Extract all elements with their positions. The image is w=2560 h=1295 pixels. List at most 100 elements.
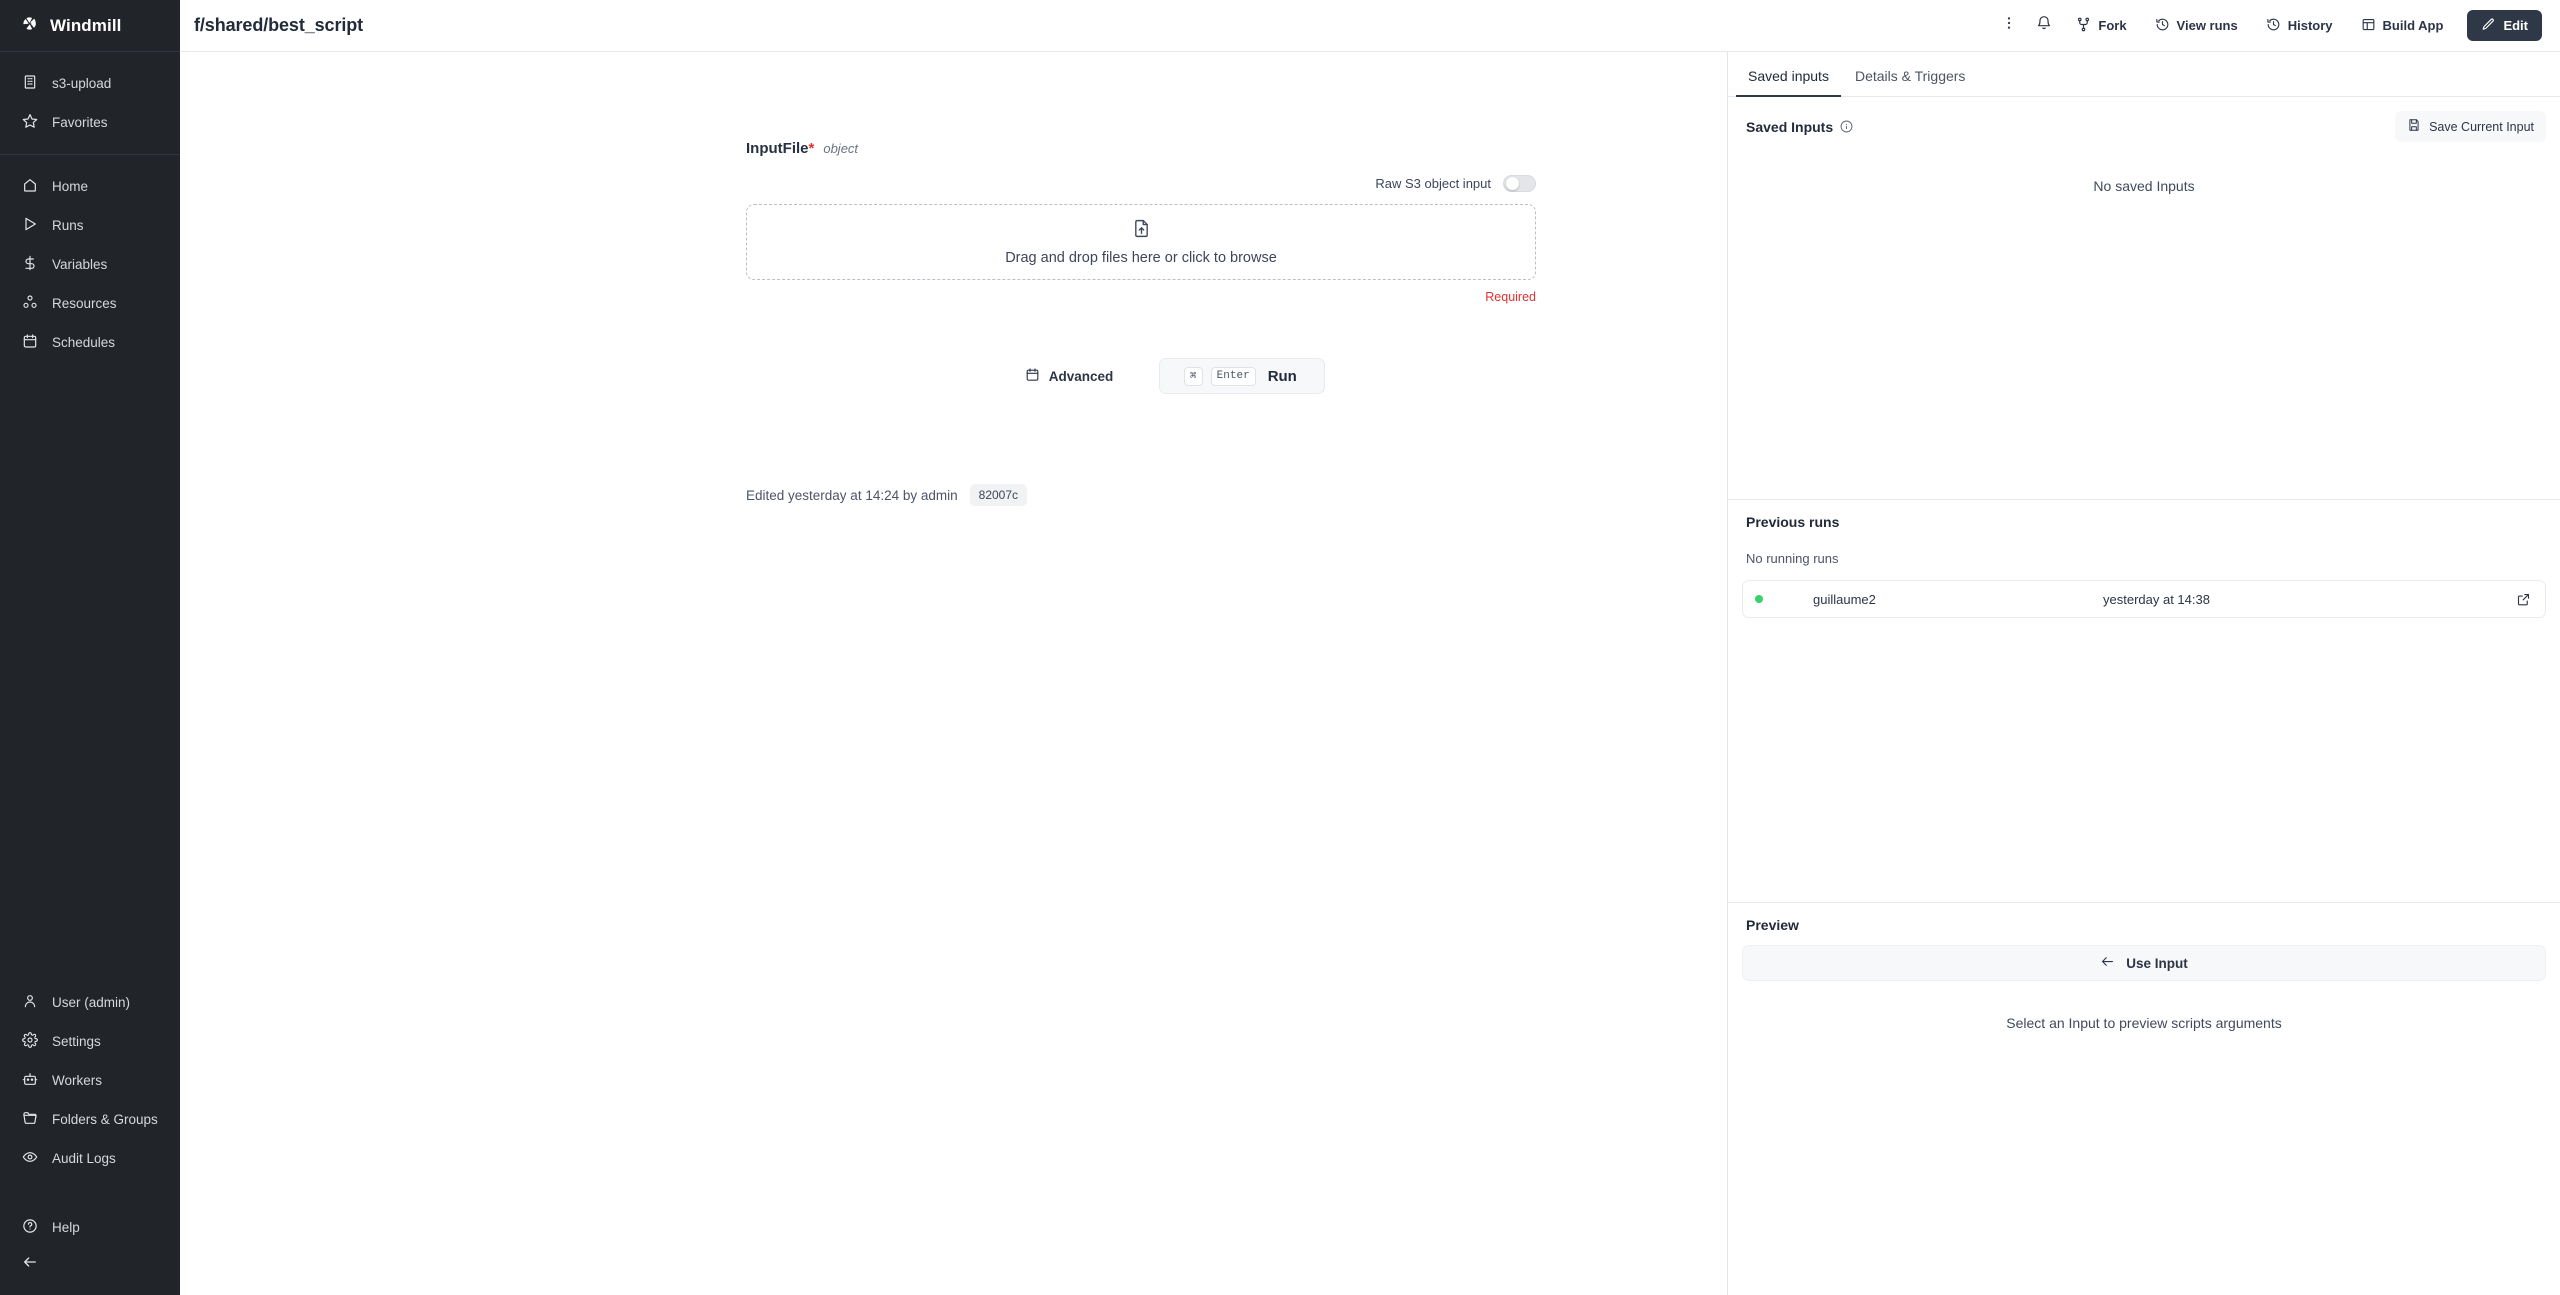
build-app-button[interactable]: Build App	[2349, 10, 2456, 41]
edit-button[interactable]: Edit	[2467, 10, 2542, 41]
arrow-left-icon	[22, 1254, 38, 1275]
sidebar-item-user[interactable]: User (admin)	[0, 983, 180, 1022]
calendar-icon	[1025, 367, 1040, 385]
sidebar-item-workers[interactable]: Workers	[0, 1061, 180, 1100]
sidebar-item-label: Home	[52, 179, 89, 194]
sidebar-group-nav: Home Runs Variables	[0, 155, 180, 374]
edited-info: Edited yesterday at 14:24 by admin 82007…	[746, 484, 1536, 506]
field-header: InputFile* object	[746, 140, 1536, 157]
saved-inputs-header: Saved Inputs	[1738, 111, 2550, 142]
fork-button[interactable]: Fork	[2064, 10, 2138, 41]
history-button[interactable]: History	[2254, 10, 2345, 41]
dropzone-label: Drag and drop files here or click to bro…	[1005, 250, 1277, 266]
sidebar-item-label: Help	[52, 1220, 80, 1235]
sidebar-item-variables[interactable]: Variables	[0, 245, 180, 284]
brand-logo[interactable]: Windmill	[0, 0, 180, 52]
run-button[interactable]: ⌘ Enter Run	[1159, 358, 1326, 394]
file-dropzone[interactable]: Drag and drop files here or click to bro…	[746, 204, 1536, 280]
file-upload-icon	[1131, 218, 1152, 244]
sidebar-item-label: Schedules	[52, 335, 116, 350]
notifications-button[interactable]	[2028, 11, 2060, 41]
script-hash-badge[interactable]: 82007c	[969, 484, 1028, 506]
script-args-form: InputFile* object Raw S3 object input	[746, 52, 1536, 506]
layout-icon	[2361, 17, 2376, 35]
topbar: f/shared/best_script	[180, 0, 2560, 52]
content-area: InputFile* object Raw S3 object input	[180, 52, 1727, 1295]
info-icon[interactable]	[1840, 120, 1853, 133]
sidebar-item-schedules[interactable]: Schedules	[0, 323, 180, 362]
sidebar-item-label: Workers	[52, 1073, 103, 1088]
topbar-actions: Fork View runs H	[1994, 10, 2542, 41]
external-link-icon[interactable]	[2516, 592, 2531, 607]
save-icon	[2407, 118, 2421, 135]
sidebar-item-label: Audit Logs	[52, 1151, 116, 1166]
advanced-button[interactable]: Advanced	[1017, 361, 1122, 391]
sidebar-collapse-button[interactable]	[0, 1247, 180, 1281]
building-icon	[22, 74, 38, 93]
kbd-enter: Enter	[1210, 366, 1256, 386]
edited-text: Edited yesterday at 14:24 by admin	[746, 487, 958, 503]
previous-run-row[interactable]: guillaume2 yesterday at 14:38	[1742, 580, 2546, 618]
body-split: InputFile* object Raw S3 object input	[180, 52, 2560, 1295]
sidebar-item-help[interactable]: Help	[0, 1208, 180, 1247]
windmill-logo-icon	[20, 14, 39, 38]
previous-runs-title: Previous runs	[1746, 514, 1840, 530]
play-icon	[22, 216, 38, 235]
sidebar-group-workspace: s3-upload Favorites	[0, 52, 180, 155]
tab-saved-inputs[interactable]: Saved inputs	[1736, 68, 1841, 97]
history-icon	[2266, 17, 2281, 35]
history-icon	[2155, 17, 2170, 35]
sidebar-item-favorites[interactable]: Favorites	[0, 103, 180, 142]
home-icon	[22, 177, 38, 196]
user-icon	[22, 993, 38, 1012]
tab-details-triggers[interactable]: Details & Triggers	[1854, 68, 1966, 84]
preview-empty-message: Select an Input to preview scripts argum…	[2006, 1015, 2282, 1031]
arrow-left-icon	[2100, 954, 2115, 972]
preview-section: Preview Use Input Select an Input to pre…	[1728, 903, 2560, 1295]
main-column: f/shared/best_script	[180, 0, 2560, 1295]
run-user: guillaume2	[1813, 591, 1876, 607]
sidebar-item-settings[interactable]: Settings	[0, 1022, 180, 1061]
saved-inputs-section: Saved Inputs	[1728, 97, 2560, 500]
sidebar-spacer	[0, 374, 180, 971]
build-app-button-label: Build App	[2382, 18, 2444, 33]
save-current-input-button[interactable]: Save Current Input	[2395, 111, 2546, 142]
sidebar-group-admin: User (admin) Settings Wo	[0, 971, 180, 1190]
more-options-button[interactable]	[1994, 11, 2024, 41]
raw-s3-toggle-label: Raw S3 object input	[1375, 176, 1491, 191]
edit-button-label: Edit	[2503, 18, 2528, 33]
sidebar-item-label: Settings	[52, 1034, 101, 1049]
folder-icon	[22, 1110, 38, 1129]
more-vertical-icon	[2001, 15, 2017, 36]
fork-icon	[2076, 17, 2091, 35]
required-star: *	[808, 140, 815, 157]
sidebar-item-s3-upload[interactable]: s3-upload	[0, 64, 180, 103]
raw-s3-toggle-row: Raw S3 object input	[746, 175, 1536, 192]
sidebar-group-bottom: Help	[0, 1190, 180, 1295]
sidebar: Windmill s3-upload Favorites	[0, 0, 180, 1295]
view-runs-button[interactable]: View runs	[2143, 10, 2250, 41]
sidebar-item-folders-groups[interactable]: Folders & Groups	[0, 1100, 180, 1139]
sidebar-item-runs[interactable]: Runs	[0, 206, 180, 245]
sidebar-item-label: s3-upload	[52, 76, 112, 91]
gear-icon	[22, 1032, 38, 1051]
kbd-cmd: ⌘	[1183, 366, 1203, 386]
required-error-message: Required	[1485, 290, 1536, 304]
use-input-button[interactable]: Use Input	[1742, 945, 2546, 981]
preview-title: Preview	[1746, 917, 1799, 933]
sidebar-item-label: Variables	[52, 257, 108, 272]
no-running-runs-message: No running runs	[1746, 551, 1839, 566]
dollar-icon	[22, 255, 38, 274]
robot-icon	[22, 1071, 38, 1090]
page-title: f/shared/best_script	[194, 15, 364, 35]
sidebar-item-label: Runs	[52, 218, 84, 233]
question-circle-icon	[22, 1218, 38, 1237]
right-panel: Saved inputs Details & Triggers Saved In…	[1727, 52, 2560, 1295]
sidebar-item-home[interactable]: Home	[0, 167, 180, 206]
saved-inputs-title: Saved Inputs	[1746, 118, 1834, 135]
fork-button-label: Fork	[2098, 18, 2127, 33]
sidebar-item-audit-logs[interactable]: Audit Logs	[0, 1139, 180, 1178]
sidebar-item-resources[interactable]: Resources	[0, 284, 180, 323]
raw-s3-toggle[interactable]	[1503, 175, 1536, 192]
